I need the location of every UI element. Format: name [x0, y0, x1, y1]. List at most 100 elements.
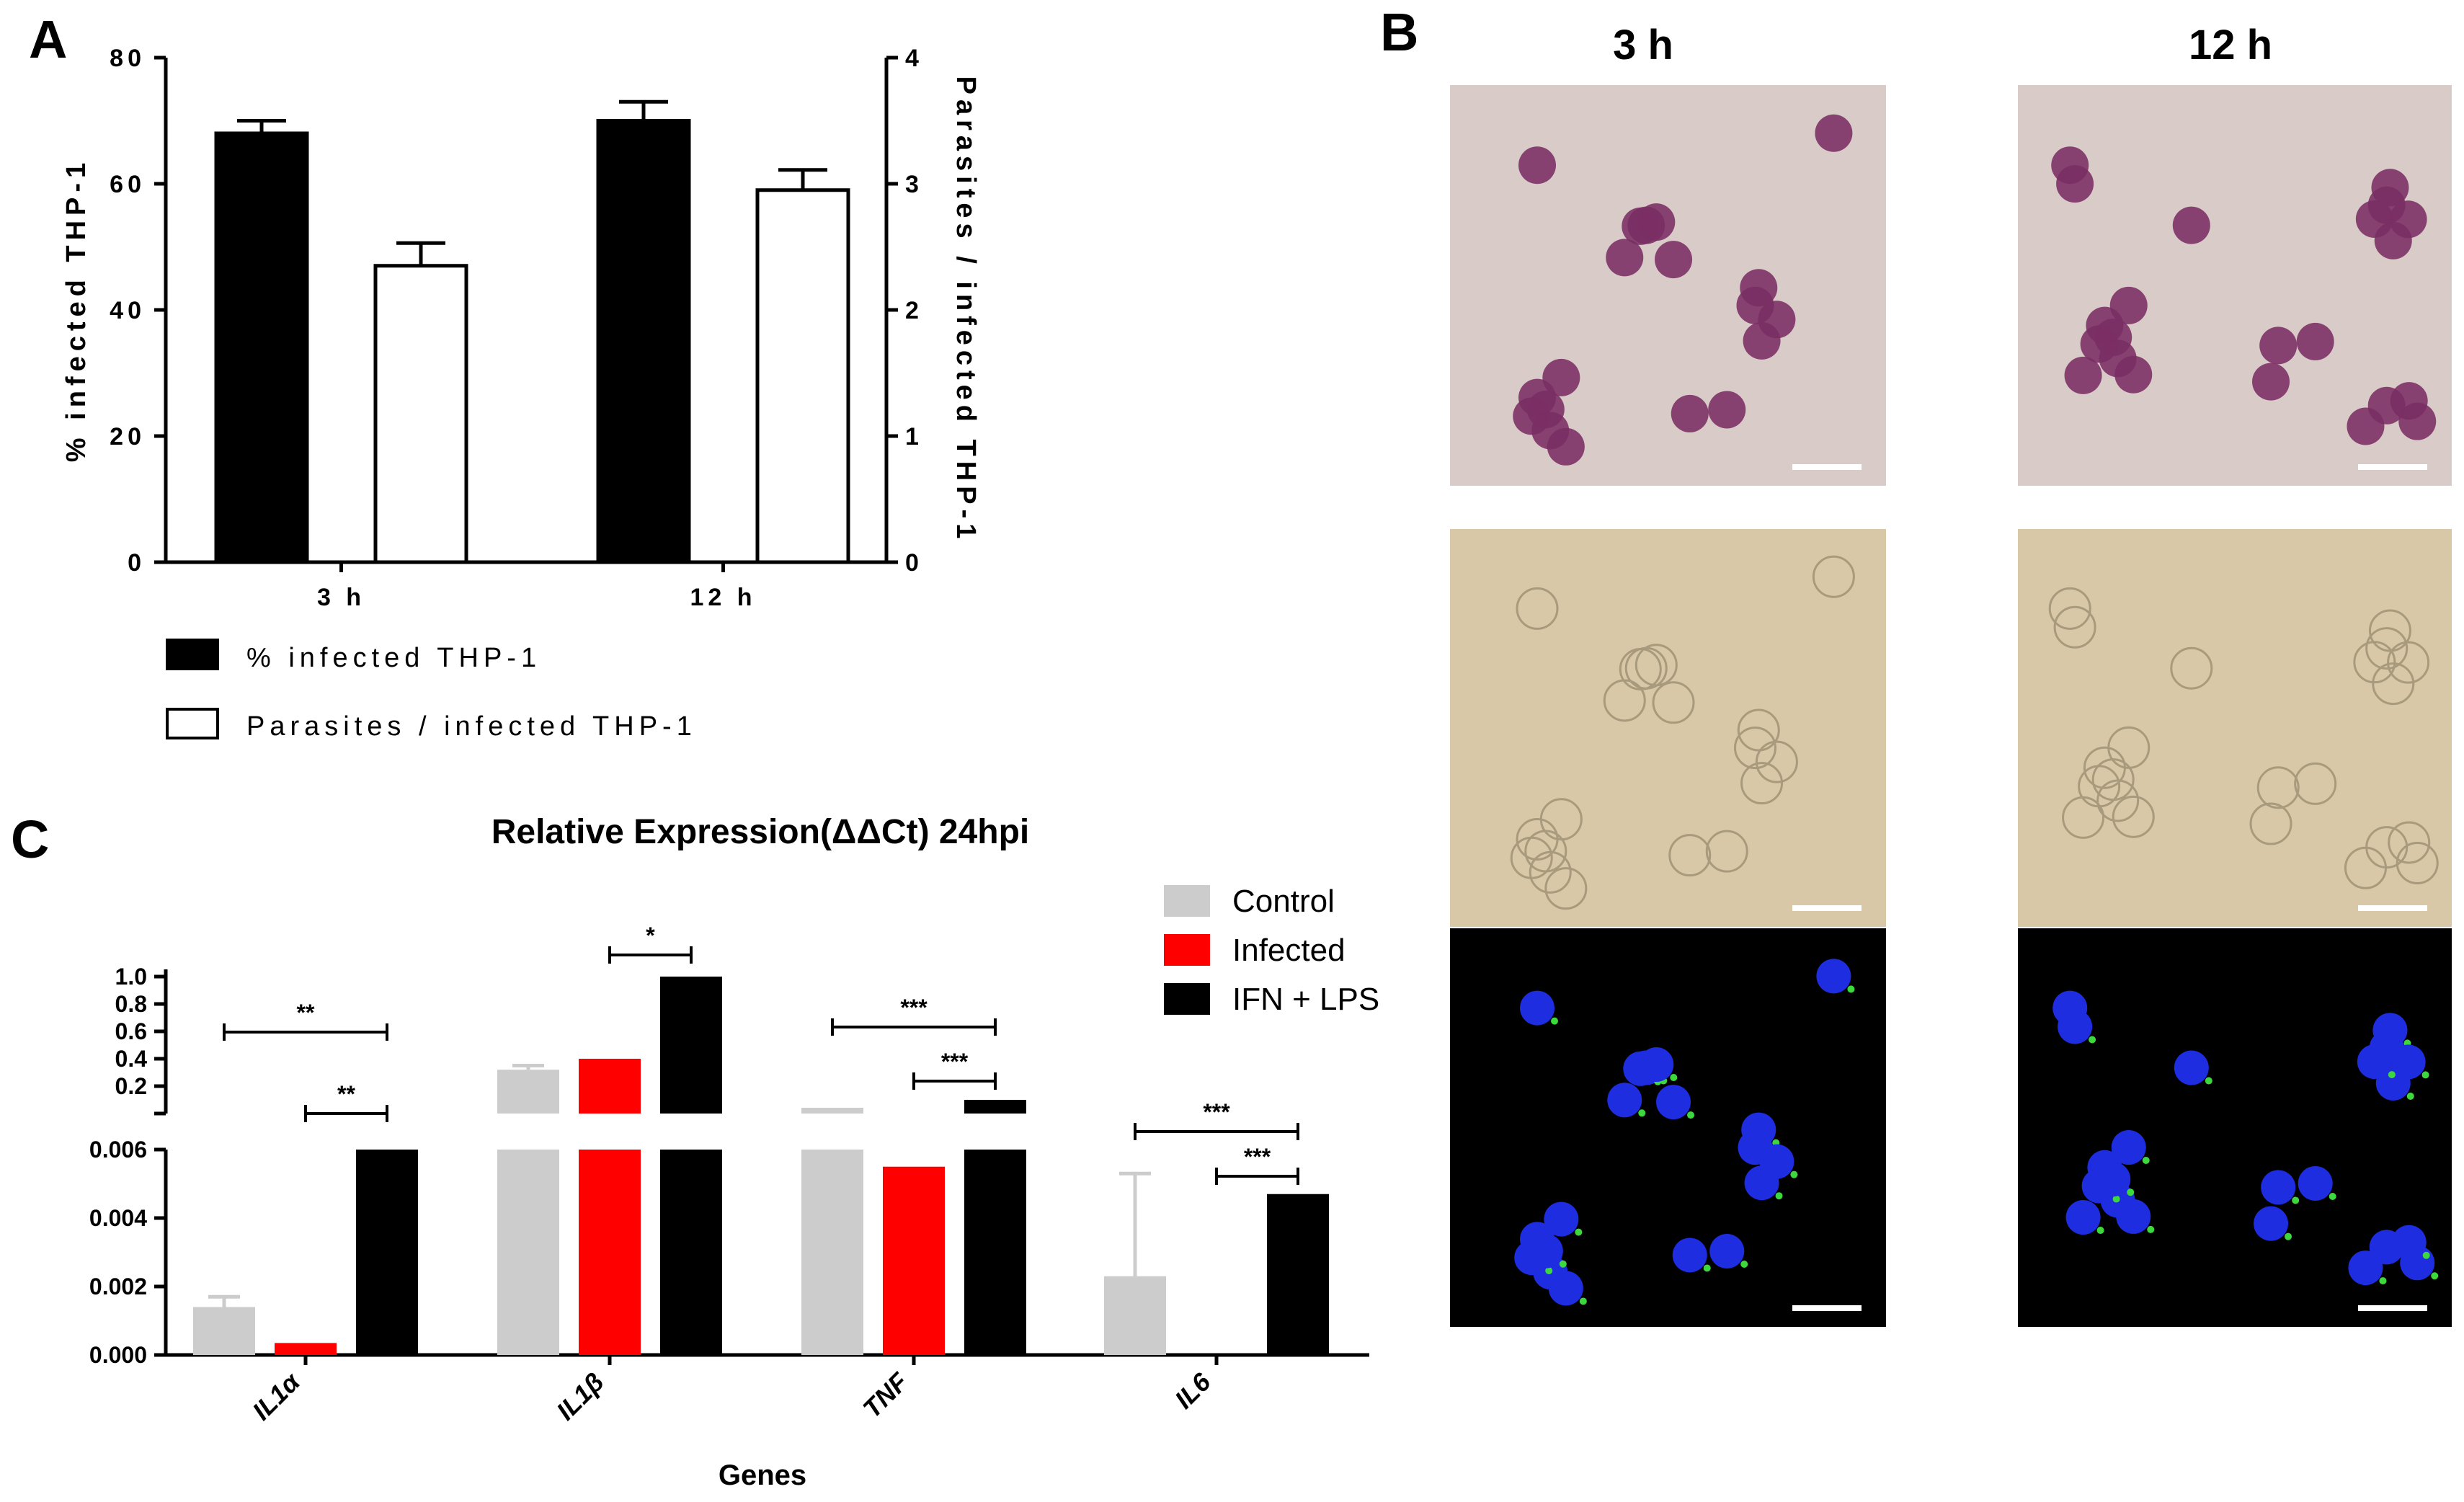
bar-control-tnf	[801, 1150, 863, 1355]
unstained-cell-brightfield-12h	[2249, 802, 2292, 845]
unstained-cell-brightfield-3h	[1603, 679, 1646, 722]
legend-label-infected: % infected THP-1	[246, 643, 541, 673]
nucleus-fluorescence-3h	[1816, 959, 1851, 994]
bar-infected-tnf	[883, 1166, 945, 1355]
nucleus-fluorescence-3h	[1544, 1201, 1579, 1237]
bar-ifn-lps-il6	[1267, 1194, 1329, 1355]
micrograph-grid	[1450, 85, 2452, 1327]
parasite-fluorescence-12h	[2406, 1092, 2414, 1100]
unstained-cell-brightfield-3h	[1544, 867, 1588, 910]
panel-label-c: C	[11, 809, 49, 869]
parasite-fluorescence-3h	[1559, 1260, 1567, 1268]
parasite-fluorescence-12h	[2329, 1192, 2336, 1200]
unstained-cell-brightfield-12h	[2112, 795, 2155, 838]
nucleus-fluorescence-3h	[1741, 1112, 1776, 1147]
parasite-fluorescence-3h	[1687, 1111, 1695, 1119]
bar-control-il1	[193, 1307, 255, 1355]
chart-a-y2-axis-label: Parasites / infected THP-1	[951, 76, 981, 544]
legend-label-control: Control	[1232, 884, 1335, 919]
stained-cell-giemsa-3h	[1606, 239, 1644, 277]
nucleus-fluorescence-12h	[2065, 1200, 2101, 1235]
nucleus-fluorescence-3h	[1709, 1233, 1745, 1268]
legend-swatch-infected	[166, 639, 219, 670]
unstained-cell-brightfield-12h	[2294, 762, 2337, 805]
y2-tick-label: 3	[905, 171, 923, 198]
y2-tick-label: 1	[905, 423, 923, 450]
scale-bar-fluorescence-12h	[2358, 1305, 2427, 1311]
y-tick-label: 0.8	[115, 991, 147, 1017]
scale-bar-brightfield-3h	[1792, 905, 1862, 911]
legend-swatch-control	[1164, 885, 1210, 917]
unstained-cell-brightfield-3h	[1705, 830, 1748, 873]
stained-cell-giemsa-3h	[1518, 146, 1556, 185]
chart-c-title: Relative Expression(ΔΔCt) 24hpi	[492, 813, 1030, 851]
parasite-fluorescence-12h	[2285, 1232, 2292, 1240]
stained-cell-giemsa-12h	[2259, 326, 2298, 365]
legend-swatch-ifn-lps	[1164, 983, 1210, 1015]
bar-infected-thp-1-3-h	[214, 131, 309, 564]
stained-cell-giemsa-12h	[2056, 165, 2094, 203]
panel-label-a: A	[29, 9, 67, 69]
nucleus-fluorescence-3h	[1607, 1083, 1642, 1118]
y-tick-label: 0.2	[115, 1073, 147, 1099]
legend-label-parasites: Parasites / infected THP-1	[246, 711, 697, 742]
x-tick-label: TNF	[857, 1367, 914, 1423]
y2-tick-label: 2	[905, 297, 923, 324]
bar-control-il6	[1104, 1276, 1166, 1355]
nucleus-fluorescence-12h	[2298, 1165, 2333, 1201]
unstained-cell-brightfield-12h	[2387, 641, 2430, 684]
nucleus-fluorescence-12h	[2058, 1009, 2093, 1044]
nucleus-fluorescence-3h	[1528, 1233, 1563, 1268]
chart-a-marks: 0 20 40 60 80 0 1 2 3 4 3 h 12 h	[110, 45, 923, 611]
stained-cell-giemsa-12h	[2390, 382, 2428, 420]
nucleus-fluorescence-12h	[2348, 1250, 2383, 1286]
parasite-fluorescence-12h	[2089, 1036, 2096, 1044]
parasite-fluorescence-3h	[1775, 1192, 1783, 1200]
y-tick-label: 0.4	[115, 1046, 148, 1072]
legend-swatch-parasites	[166, 708, 219, 739]
column-title-3h: 3 h	[1613, 22, 1673, 68]
unstained-cell-brightfield-12h	[2062, 796, 2105, 839]
x-tick-label: IL6	[1169, 1367, 1217, 1414]
unstained-cell-brightfield-3h	[1734, 726, 1776, 770]
chart-c-x-axis-label: Genes	[719, 1459, 806, 1491]
x-tick-label: 12 h	[690, 584, 756, 611]
unstained-cell-brightfield-3h	[1668, 834, 1712, 877]
unstained-cell-brightfield-12h	[2388, 821, 2431, 864]
micrograph-fluorescence-3h	[1450, 928, 1886, 1327]
unstained-cell-brightfield-12h	[2344, 846, 2387, 889]
significance-label: ***	[1244, 1144, 1271, 1170]
nucleus-fluorescence-12h	[2116, 1199, 2151, 1234]
significance-label: **	[297, 1000, 315, 1026]
stained-cell-giemsa-3h	[1743, 321, 1781, 360]
chart-a-y-axis-label: % infected THP-1	[61, 158, 92, 462]
stained-cell-giemsa-12h	[2252, 363, 2290, 401]
y-tick-label: 20	[110, 423, 146, 450]
stained-cell-giemsa-3h	[1740, 269, 1778, 307]
nucleus-fluorescence-3h	[1639, 1047, 1674, 1083]
nucleus-fluorescence-3h	[1548, 1271, 1583, 1306]
stained-cell-giemsa-12h	[2109, 286, 2148, 324]
scale-bar-fluorescence-3h	[1792, 1305, 1862, 1311]
micrograph-brightfield-3h	[1450, 529, 1886, 927]
nucleus-fluorescence-3h	[1520, 990, 1555, 1026]
significance-label: **	[337, 1081, 355, 1107]
parasite-fluorescence-12h	[2096, 1227, 2104, 1235]
parasite-fluorescence-12h	[2421, 1071, 2429, 1079]
stained-cell-giemsa-3h	[1542, 358, 1580, 396]
parasite-fluorescence-12h	[2112, 1195, 2120, 1203]
x-tick-label: IL1β	[551, 1367, 610, 1426]
unstained-cell-brightfield-3h	[1652, 681, 1695, 724]
micrograph-giemsa-12h	[2018, 85, 2452, 486]
bar-parasites-infected-thp-1-3-h	[373, 264, 468, 564]
chart-c-marks: 0.000 0.002 0.004 0.006 0.20.40.60.81.0 IL1α I…	[89, 923, 1329, 1426]
parasite-fluorescence-12h	[2431, 1272, 2439, 1280]
parasite-fluorescence-3h	[1638, 1109, 1646, 1117]
parasite-fluorescence-3h	[1740, 1260, 1748, 1268]
nucleus-fluorescence-3h	[1744, 1165, 1779, 1201]
bar-ifn-lps-tnf-upper	[964, 1100, 1026, 1114]
y-tick-label: 1.0	[115, 964, 147, 990]
unstained-cell-brightfield-12h	[2048, 587, 2091, 630]
stained-cell-giemsa-12h	[2355, 200, 2393, 238]
y-tick-label: 40	[110, 297, 146, 324]
